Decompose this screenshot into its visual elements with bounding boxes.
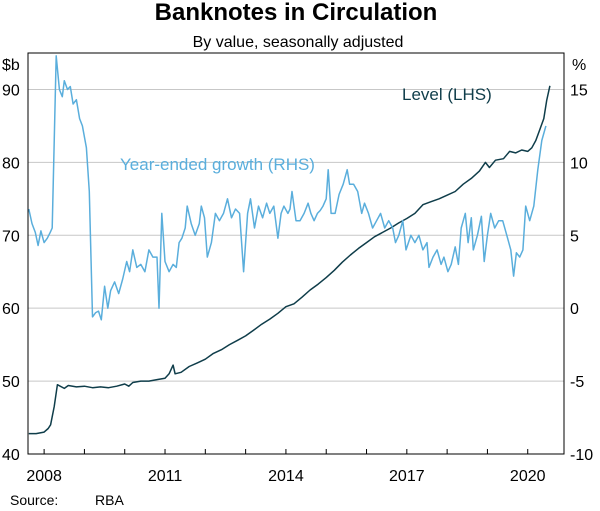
right-axis-ticks: -10 -5 0 5 10 15: [570, 82, 593, 464]
y-left-tick-label: 80: [2, 155, 20, 172]
source-label: Source:: [10, 492, 58, 508]
right-axis-unit: %: [572, 57, 586, 74]
source-value: RBA: [95, 492, 124, 508]
left-axis-unit: $b: [2, 57, 20, 74]
y-left-tick-label: 70: [2, 228, 20, 245]
y-right-tick-label: -10: [570, 447, 593, 464]
series-line-growth: [28, 55, 547, 321]
chart-subtitle: By value, seasonally adjusted: [193, 34, 404, 51]
y-left-tick-label: 50: [2, 374, 20, 391]
y-right-tick-label: 15: [570, 82, 588, 99]
x-tick-label: 2020: [510, 468, 546, 485]
legend-level-lhs: Level (LHS): [402, 85, 492, 104]
left-axis-ticks: 40 50 60 70 80 90: [2, 82, 20, 464]
y-left-tick-label: 90: [2, 82, 20, 99]
y-right-tick-label: -5: [570, 374, 584, 391]
x-tick-label: 2011: [148, 468, 183, 485]
y-right-tick-label: 0: [570, 301, 579, 318]
legend-growth-rhs: Year-ended growth (RHS): [120, 155, 315, 174]
chart-title: Banknotes in Circulation: [155, 0, 438, 26]
y-left-tick-label: 60: [2, 301, 20, 318]
series-lines: [28, 55, 551, 435]
y-left-tick-label: 40: [2, 447, 20, 464]
y-right-tick-label: 10: [570, 155, 588, 172]
x-tick-label: 2014: [268, 468, 304, 485]
x-tick-label: 2017: [389, 468, 425, 485]
series-line-level: [28, 85, 551, 435]
plot-frame: [27, 52, 565, 455]
gridlines: [28, 88, 564, 382]
x-tick-label: 2008: [26, 468, 62, 485]
x-axis-ticks: 2008 2011 2014 2017 2020: [26, 449, 546, 485]
y-right-tick-label: 5: [570, 228, 579, 245]
